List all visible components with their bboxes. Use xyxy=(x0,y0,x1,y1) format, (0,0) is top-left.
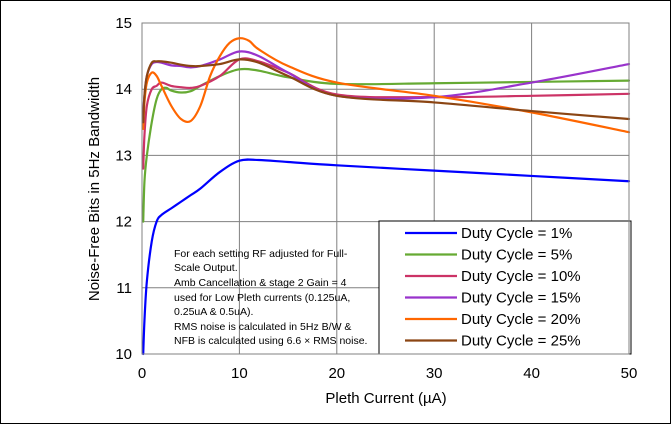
series-line-duty-5 xyxy=(142,67,631,223)
x-tick-label: 10 xyxy=(231,365,248,382)
y-tick-label: 11 xyxy=(116,280,132,297)
legend: Duty Cycle = 1% Duty Cycle = 5% Duty Cycle… xyxy=(378,220,632,355)
x-tick-label: 30 xyxy=(426,365,443,382)
legend-label-duty-20: Duty Cycle = 20% xyxy=(461,311,581,328)
legend-label-duty-25: Duty Cycle = 25% xyxy=(461,333,581,350)
series-line-duty-25 xyxy=(142,58,631,124)
legend-label-duty-15: Duty Cycle = 15% xyxy=(461,290,581,307)
y-tick-label: 14 xyxy=(115,81,132,98)
tick-layer: 10 11 12 13 14 15 0 10 20 30 40 50 xyxy=(115,15,637,382)
note-line-5: 0.25uA & 0.5uA). xyxy=(174,306,253,318)
annotation-note: For each setting RF adjusted for Full- S… xyxy=(174,248,367,347)
note-line-6: RMS noise is calculated in 5Hz B/W & xyxy=(174,321,351,333)
note-line-2: Scale Output. xyxy=(174,262,238,274)
x-tick-label: 0 xyxy=(138,365,146,382)
y-tick-label: 15 xyxy=(115,15,132,32)
x-tick-label: 40 xyxy=(523,365,540,382)
legend-box xyxy=(378,220,632,355)
note-line-1: For each setting RF adjusted for Full- xyxy=(174,248,348,260)
note-line-7: NFB is calculated using 6.6 × RMS noise. xyxy=(174,335,367,347)
series-line-duty-20 xyxy=(142,37,631,134)
plot-border xyxy=(141,22,630,355)
series-line-duty-10 xyxy=(142,57,631,170)
y-tick-label: 10 xyxy=(115,346,132,363)
legend-label-duty-5: Duty Cycle = 5% xyxy=(461,247,572,264)
x-tick-label: 50 xyxy=(621,365,638,382)
note-line-4: used for Low Pleth currents (0.125uA, xyxy=(174,292,350,304)
x-axis-title: Pleth Current (µA) xyxy=(325,390,446,407)
y-tick-label: 12 xyxy=(115,214,132,231)
legend-items: Duty Cycle = 1% Duty Cycle = 5% Duty Cycle… xyxy=(405,225,581,350)
series-layer xyxy=(142,37,631,356)
y-axis-title: Noise-Free Bits in 5Hz Bandwidth xyxy=(86,77,103,301)
legend-label-duty-10: Duty Cycle = 10% xyxy=(461,268,581,285)
legend-label-duty-1: Duty Cycle = 1% xyxy=(461,225,572,242)
x-tick-label: 20 xyxy=(328,365,345,382)
y-tick-label: 13 xyxy=(115,147,132,164)
note-line-3: Amb Cancellation & stage 2 Gain = 4 xyxy=(174,277,347,289)
series-line-duty-1 xyxy=(142,158,631,356)
